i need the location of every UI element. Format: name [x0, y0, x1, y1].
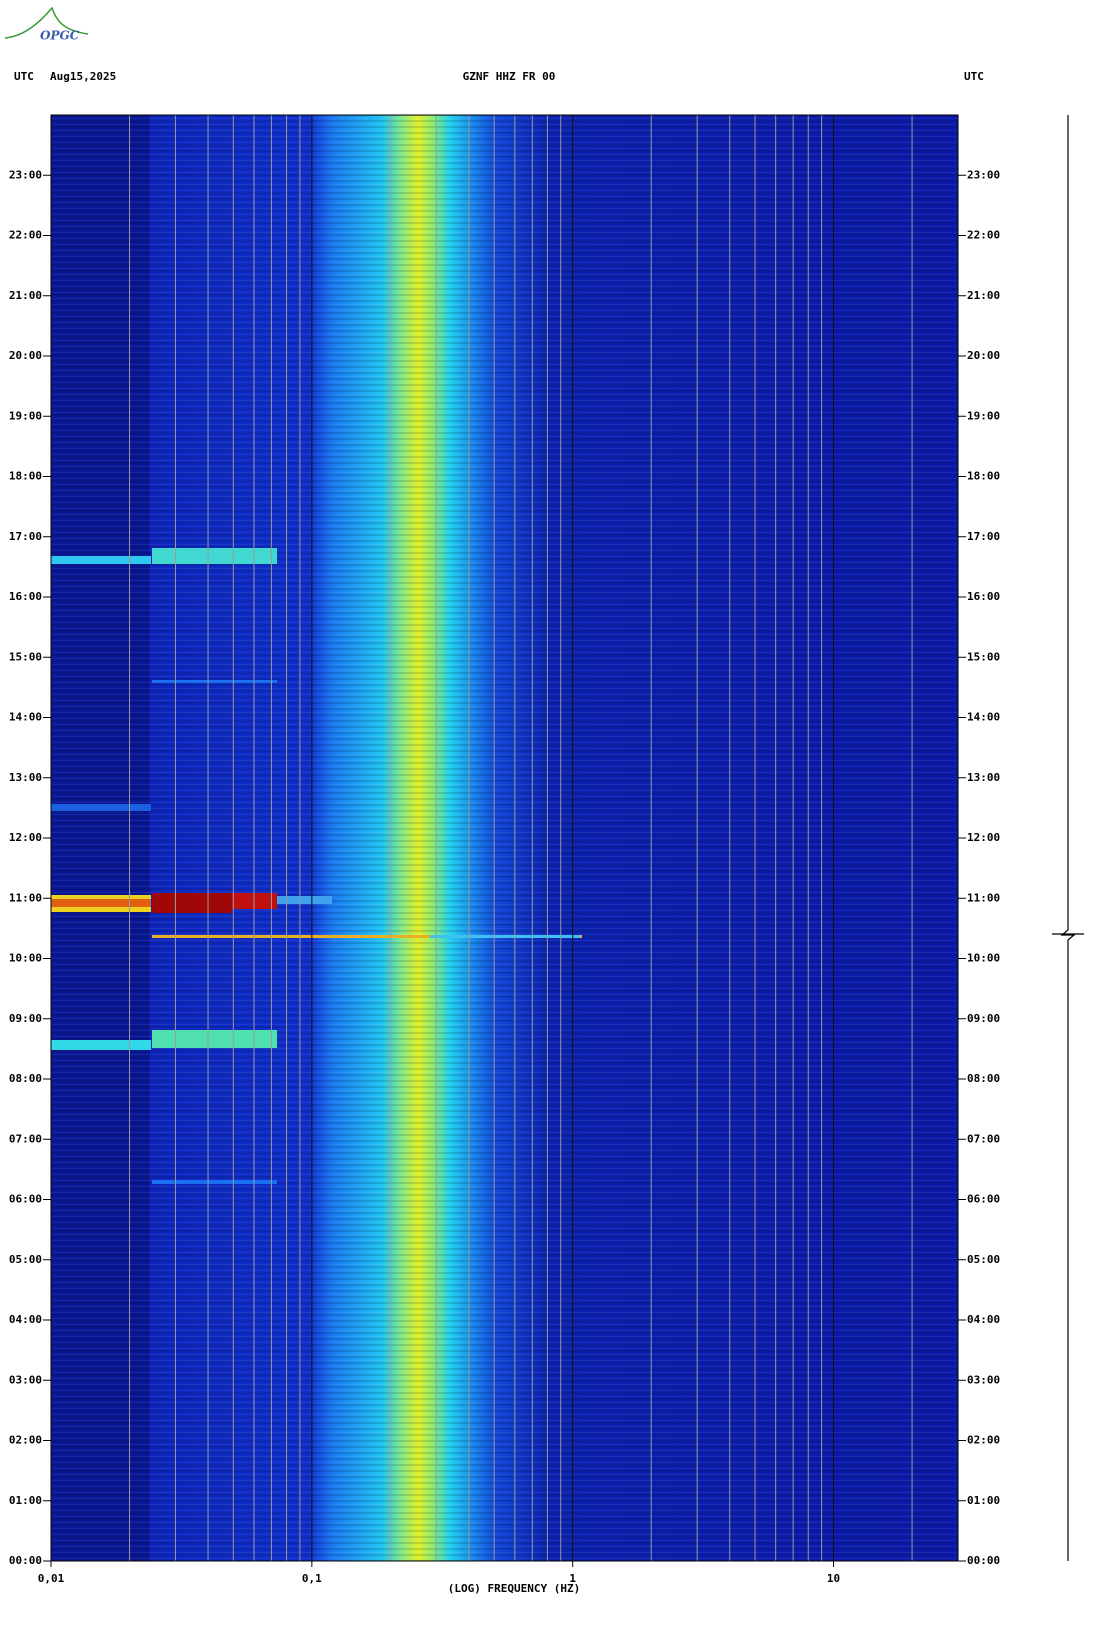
- y-tick-label: 00:00: [967, 1554, 1000, 1567]
- y-tick-label: 21:00: [9, 289, 42, 302]
- y-tick-label: 19:00: [9, 409, 42, 422]
- y-tick-label: 10:00: [967, 952, 1000, 965]
- y-tick-label: 17:00: [967, 530, 1000, 543]
- x-tick-label: 0,1: [302, 1572, 322, 1585]
- y-tick-label: 19:00: [967, 409, 1000, 422]
- y-tick-label: 14:00: [9, 711, 42, 724]
- event-band: [51, 1040, 151, 1050]
- event-band: [51, 899, 151, 907]
- logo-text: OPGC: [40, 29, 80, 43]
- y-tick-label: 06:00: [967, 1193, 1000, 1206]
- y-tick-label: 03:00: [967, 1373, 1000, 1386]
- y-tick-label: 15:00: [967, 650, 1000, 663]
- x-tick-label: 0,01: [38, 1572, 65, 1585]
- y-tick-label: 23:00: [967, 168, 1000, 181]
- y-tick-label: 02:00: [967, 1434, 1000, 1447]
- event-band: [152, 893, 232, 913]
- event-band: [232, 893, 277, 909]
- y-tick-label: 07:00: [9, 1132, 42, 1145]
- y-tick-label: 00:00: [9, 1554, 42, 1567]
- y-tick-label: 11:00: [967, 891, 1000, 904]
- y-tick-label: 10:00: [9, 952, 42, 965]
- y-tick-label: 01:00: [9, 1494, 42, 1507]
- y-tick-label: 08:00: [967, 1072, 1000, 1085]
- spectrogram: [51, 115, 958, 1561]
- y-tick-label: 20:00: [9, 349, 42, 362]
- header-zone: UTC: [964, 70, 984, 83]
- event-band: [277, 896, 332, 904]
- x-tick-label: 1: [569, 1572, 576, 1585]
- chart-title: GZNF HHZ FR 00: [463, 70, 556, 83]
- y-tick-label: 23:00: [9, 168, 42, 181]
- logo: OPGC: [4, 6, 89, 43]
- y-tick-label: 22:00: [967, 229, 1000, 242]
- y-tick-label: 08:00: [9, 1072, 42, 1085]
- y-tick-label: 12:00: [9, 831, 42, 844]
- y-tick-label: 21:00: [967, 289, 1000, 302]
- y-tick-label: 06:00: [9, 1193, 42, 1206]
- y-tick-label: 04:00: [967, 1313, 1000, 1326]
- event-line: [430, 935, 580, 938]
- y-tick-label: 18:00: [967, 470, 1000, 483]
- plot-frame: [50, 114, 959, 1562]
- y-tick-label: 05:00: [967, 1253, 1000, 1266]
- y-tick-label: 17:00: [9, 530, 42, 543]
- event-band: [51, 804, 151, 811]
- event-band: [152, 1030, 277, 1048]
- spectrogram-texture: [51, 115, 958, 1561]
- y-tick-label: 20:00: [967, 349, 1000, 362]
- y-tick-label: 22:00: [9, 229, 42, 242]
- seismogram-trace: [1052, 115, 1084, 1561]
- y-tick-label: 12:00: [967, 831, 1000, 844]
- y-tick-label: 11:00: [9, 891, 42, 904]
- y-tick-label: 16:00: [967, 590, 1000, 603]
- y-tick-label: 05:00: [9, 1253, 42, 1266]
- y-tick-label: 18:00: [9, 470, 42, 483]
- y-tick-label: 07:00: [967, 1132, 1000, 1145]
- axes: 0,01 0,1 1 10 00:00 00:00 01:00 01:00 02:00 02:00…: [9, 114, 1000, 1585]
- event-line: [152, 935, 582, 938]
- y-tick-label: 09:00: [9, 1012, 42, 1025]
- event-band: [152, 548, 277, 564]
- y-tick-label: 04:00: [9, 1313, 42, 1326]
- event-band: [51, 556, 151, 564]
- y-tick-label: 01:00: [967, 1494, 1000, 1507]
- y-tick-label: 13:00: [9, 771, 42, 784]
- y-tick-label: 15:00: [9, 650, 42, 663]
- x-tick-label: 10: [827, 1572, 840, 1585]
- y-tick-label: 14:00: [967, 711, 1000, 724]
- header-date: Aug15,2025: [50, 70, 116, 83]
- header-zone: UTC: [14, 70, 34, 83]
- y-tick-label: 02:00: [9, 1434, 42, 1447]
- y-tick-label: 16:00: [9, 590, 42, 603]
- y-tick-label: 09:00: [967, 1012, 1000, 1025]
- event-band: [152, 680, 277, 683]
- x-axis-label: (LOG) FREQUENCY (HZ): [448, 1582, 580, 1595]
- y-tick-label: 13:00: [967, 771, 1000, 784]
- y-tick-label: 03:00: [9, 1373, 42, 1386]
- event-band: [152, 1180, 277, 1184]
